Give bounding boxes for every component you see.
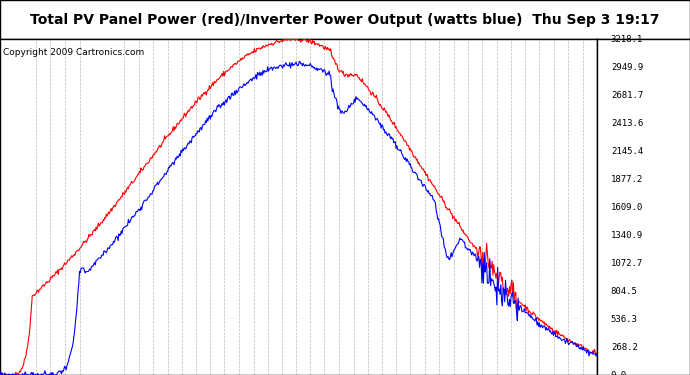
Text: 2413.6: 2413.6	[611, 119, 643, 128]
Text: 1072.7: 1072.7	[611, 259, 643, 268]
Text: 0.0: 0.0	[611, 370, 627, 375]
Text: 3218.1: 3218.1	[611, 35, 643, 44]
Text: 268.2: 268.2	[611, 342, 638, 351]
Text: 1877.2: 1877.2	[611, 175, 643, 184]
Text: 2145.4: 2145.4	[611, 147, 643, 156]
Text: 2681.7: 2681.7	[611, 91, 643, 100]
Text: 804.5: 804.5	[611, 286, 638, 296]
Text: Copyright 2009 Cartronics.com: Copyright 2009 Cartronics.com	[3, 48, 144, 57]
Text: 1340.9: 1340.9	[611, 231, 643, 240]
Text: 1609.0: 1609.0	[611, 203, 643, 212]
Text: 2949.9: 2949.9	[611, 63, 643, 72]
Text: 536.3: 536.3	[611, 315, 638, 324]
Text: Total PV Panel Power (red)/Inverter Power Output (watts blue)  Thu Sep 3 19:17: Total PV Panel Power (red)/Inverter Powe…	[30, 13, 660, 27]
